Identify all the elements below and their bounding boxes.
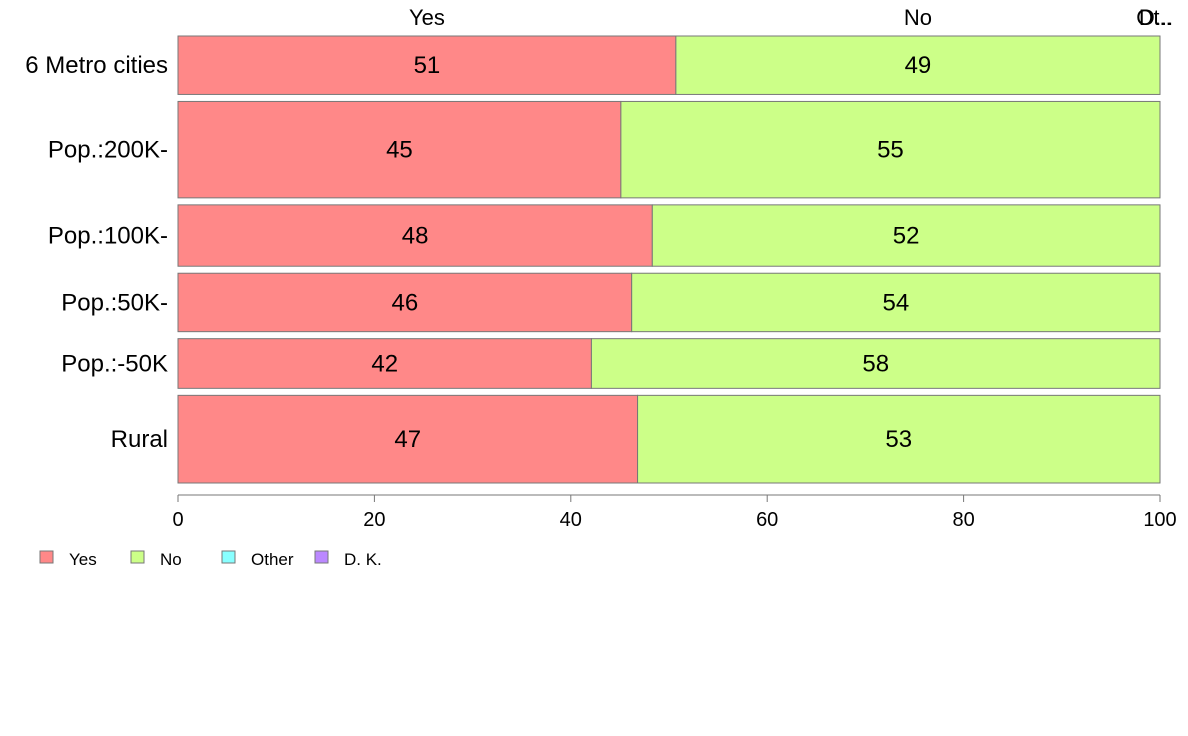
top-series-labels: Yes No Ot..D... [409,5,1173,30]
bar-segment-yes [177,204,653,267]
x-tick-label: 100 [1143,509,1176,531]
bar-segment-yes [177,394,639,484]
category-label: Pop.:100K- [48,223,168,250]
legend-swatch [39,550,54,564]
legend-label: No [160,550,182,569]
legend-swatch [130,550,145,564]
category-label: Pop.:50K- [61,289,168,316]
bar-value-label: 51 [414,52,441,79]
bar-value-label: 49 [905,52,932,79]
x-axis: 0 20 40 60 80 100 [172,494,1177,531]
bar-value-label: 48 [402,223,429,250]
x-tick-label: 60 [756,509,778,531]
legend: Yes No Other D. K. [39,550,382,569]
bar-value-label: 58 [862,351,889,378]
top-series-label: D... [1139,5,1173,30]
category-label: 6 Metro cities [25,52,168,79]
top-series-label: No [904,5,932,30]
bar-value-label: 53 [885,426,912,453]
x-tick-label: 40 [560,509,582,531]
bar-segment-no [590,338,1161,389]
legend-swatch [221,550,236,564]
bar-value-label: 42 [371,351,398,378]
top-series-label: Yes [409,5,445,30]
x-tick-label: 20 [363,509,385,531]
bar-segment-no [651,204,1161,267]
bar-segment-no [620,100,1161,199]
bar-segment-no [675,35,1161,95]
category-label: Pop.:200K- [48,137,168,164]
bar-value-label: 45 [386,137,413,164]
bar-segment-no [637,394,1161,484]
bar-value-label: 46 [391,289,418,316]
bar-segment-yes [177,272,633,333]
category-labels: 6 Metro cities Pop.:200K- Pop.:100K- Pop.:5… [25,52,168,453]
bar-segment-yes [177,35,677,95]
legend-label: Other [251,550,294,569]
bar-value-label: 47 [394,426,421,453]
bars-group: 51 49 45 55 48 52 46 54 42 58 47 53 [177,35,1161,484]
bar-segment-no [631,272,1161,333]
x-tick-label: 0 [172,509,183,531]
top-series-label: Ot.. [1136,5,1171,30]
legend-label: D. K. [344,550,382,569]
bar-segment-yes [177,338,592,389]
category-label: Rural [111,426,168,453]
legend-swatch [314,550,329,564]
bar-value-label: 54 [882,289,909,316]
x-tick-label: 80 [952,509,974,531]
bar-segment-yes [177,100,622,199]
legend-label: Yes [69,550,97,569]
bar-value-label: 52 [893,223,920,250]
category-label: Pop.:-50K [61,351,168,378]
bar-value-label: 55 [877,137,904,164]
